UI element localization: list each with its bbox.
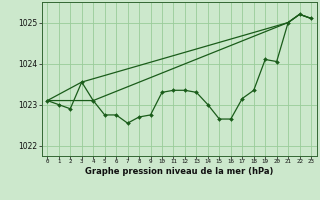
- X-axis label: Graphe pression niveau de la mer (hPa): Graphe pression niveau de la mer (hPa): [85, 167, 273, 176]
